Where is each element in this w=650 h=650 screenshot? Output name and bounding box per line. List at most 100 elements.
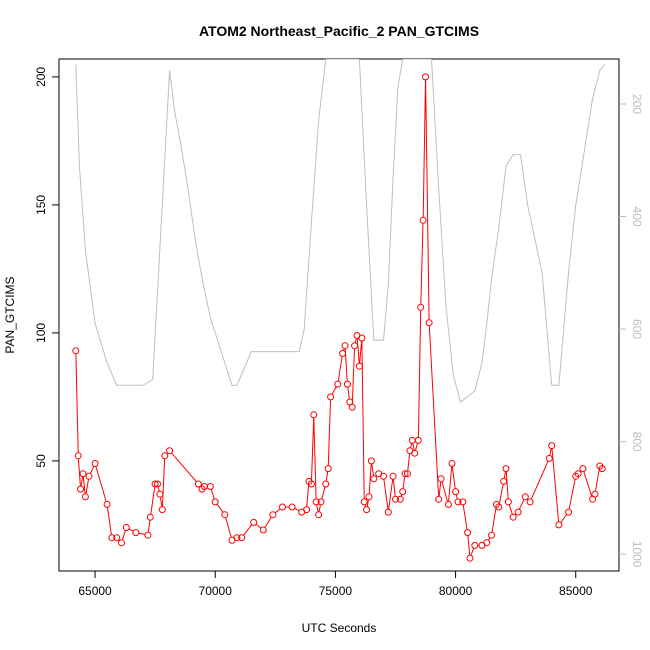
y-tick-label: 50 <box>34 454 48 468</box>
series-segment <box>85 479 89 494</box>
data-point <box>404 470 411 478</box>
data-point <box>464 529 472 537</box>
series-segment <box>356 338 360 364</box>
data-point <box>132 529 140 537</box>
y-tick-label: 200 <box>34 67 48 87</box>
data-point <box>471 541 479 549</box>
pan-series-layer <box>72 73 606 562</box>
series-segment <box>210 489 215 500</box>
secondary-y-axis: 200 400 600 800 1000 <box>619 94 644 568</box>
data-point <box>435 495 443 503</box>
series-segment <box>441 481 448 502</box>
series-segment <box>80 476 84 487</box>
data-point <box>414 436 422 444</box>
series-segment <box>530 460 549 500</box>
data-point <box>548 442 556 450</box>
data-point <box>360 498 368 506</box>
series-segment <box>318 504 321 512</box>
data-point <box>355 362 363 370</box>
data-point <box>425 319 433 327</box>
series-segment <box>438 481 442 497</box>
series-segment <box>462 504 468 530</box>
data-point <box>422 73 429 81</box>
series-segment <box>264 516 272 528</box>
data-point <box>488 531 496 539</box>
series-segment <box>243 524 253 536</box>
series-segment <box>420 223 424 305</box>
data-point <box>317 498 325 506</box>
y-tick-label: 100 <box>34 323 48 343</box>
data-point <box>358 334 366 342</box>
series-segment <box>75 353 79 453</box>
series-segment <box>95 466 107 502</box>
data-point <box>211 498 219 506</box>
series-segment <box>351 348 355 405</box>
data-point <box>334 380 342 388</box>
data-point <box>389 472 397 480</box>
data-point <box>574 470 582 478</box>
data-point <box>411 449 419 457</box>
series-segment <box>294 507 300 512</box>
data-point <box>238 534 246 542</box>
data-point <box>161 452 169 460</box>
series-segment <box>121 530 126 541</box>
series-segment <box>255 523 262 529</box>
data-point <box>401 470 409 478</box>
altitude-series-layer <box>75 59 605 404</box>
series-segment <box>467 535 471 556</box>
data-point <box>545 454 553 462</box>
data-point <box>194 480 202 488</box>
series-segment <box>428 325 440 497</box>
series-segment <box>448 466 453 502</box>
x-tick-label: 85000 <box>559 584 593 598</box>
data-point <box>384 508 392 516</box>
data-point <box>315 511 323 519</box>
data-point <box>459 498 467 506</box>
series-segment <box>366 499 369 507</box>
data-point <box>437 475 445 483</box>
data-point <box>579 465 587 473</box>
series-segment <box>402 476 406 489</box>
data-point <box>303 506 311 514</box>
secondary-y-tick-label: 400 <box>630 207 644 227</box>
series-segment <box>274 508 281 514</box>
series-segment <box>107 507 112 535</box>
chart-title: ATOM2 Northeast_Pacific_2 PAN_GTCIMS <box>199 23 479 39</box>
series-segment <box>415 443 418 451</box>
data-point <box>367 457 375 465</box>
series-segment <box>359 340 363 364</box>
series-segment <box>371 463 374 476</box>
series-segment <box>551 448 560 522</box>
series-segment <box>368 463 372 494</box>
y-axis-label: PAN_GTCIMS <box>3 276 17 353</box>
series-segment <box>316 504 319 512</box>
secondary-y-tick-label: 200 <box>630 94 644 114</box>
series-segment <box>157 486 160 492</box>
secondary-y-tick-label: 600 <box>630 319 644 339</box>
x-tick-label: 65000 <box>78 584 112 598</box>
series-segment <box>451 466 456 489</box>
data-point <box>448 460 456 467</box>
data-point <box>521 493 529 501</box>
series-segment <box>89 465 95 474</box>
data-point <box>233 534 241 542</box>
x-axis: 65000 70000 75000 80000 85000 <box>78 571 593 598</box>
data-point <box>454 498 462 506</box>
series-segment <box>138 532 146 535</box>
data-point <box>348 403 356 411</box>
data-point <box>151 480 159 488</box>
series-segment <box>392 479 396 497</box>
data-point <box>339 349 347 357</box>
series-segment <box>150 486 156 515</box>
data-point <box>341 342 349 350</box>
series-segment <box>216 503 224 513</box>
series-segment <box>327 399 331 466</box>
data-point <box>598 465 606 473</box>
data-point <box>312 498 320 506</box>
data-point <box>81 493 89 501</box>
plot-area-frame <box>58 58 620 572</box>
series-segment <box>505 471 509 499</box>
series-segment <box>331 386 337 395</box>
data-point <box>509 513 517 521</box>
